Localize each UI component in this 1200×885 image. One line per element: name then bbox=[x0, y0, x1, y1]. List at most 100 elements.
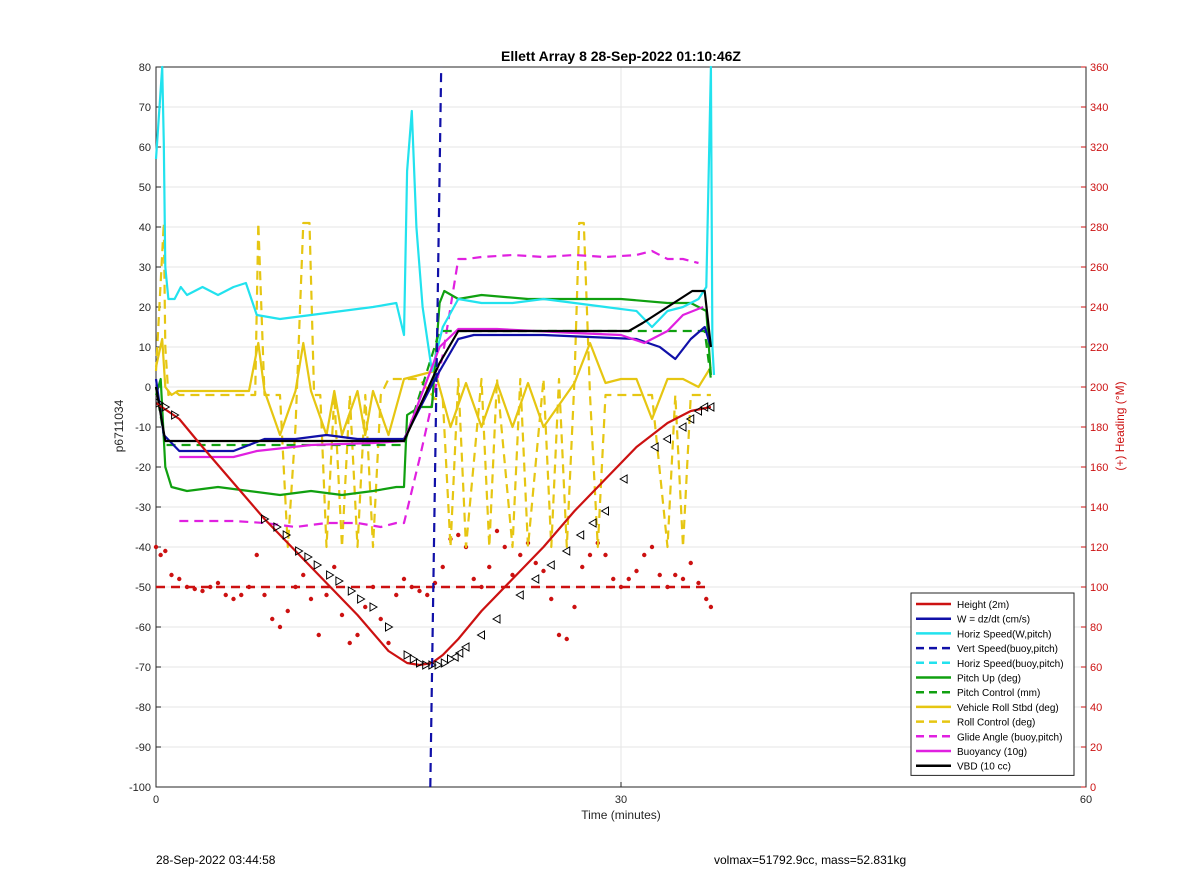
heading-point bbox=[533, 560, 538, 566]
dive-marker bbox=[575, 530, 585, 540]
heading-point bbox=[394, 592, 399, 598]
legend-label: Vert Speed(buoy,pitch) bbox=[957, 644, 1058, 655]
heading-point bbox=[215, 580, 221, 586]
y2-tick-label: 220 bbox=[1090, 342, 1108, 354]
dive-marker bbox=[619, 474, 628, 484]
y-tick-label: -50 bbox=[135, 582, 151, 594]
heading-point bbox=[649, 544, 655, 550]
heading-point bbox=[680, 576, 686, 582]
series-line bbox=[154, 289, 712, 443]
heading-point bbox=[471, 576, 476, 582]
dive-marker bbox=[357, 594, 366, 604]
heading-point bbox=[339, 612, 345, 618]
heading-point bbox=[409, 584, 414, 590]
heading-point bbox=[332, 564, 337, 570]
heading-point bbox=[386, 640, 391, 646]
heading-point bbox=[370, 584, 376, 590]
dive-marker bbox=[561, 546, 571, 556]
series-line bbox=[179, 249, 699, 529]
heading-point bbox=[378, 616, 383, 622]
series-line bbox=[154, 289, 712, 497]
y-tick-label: 20 bbox=[139, 302, 151, 314]
legend-label: Glide Angle (buoy,pitch) bbox=[957, 732, 1062, 743]
heading-point bbox=[708, 604, 714, 610]
y2-tick-label: 200 bbox=[1090, 382, 1108, 394]
heading-point bbox=[688, 560, 693, 566]
dive-marker bbox=[155, 398, 165, 408]
dive-marker bbox=[416, 658, 425, 668]
heading-point bbox=[603, 552, 608, 558]
x-axis-label: Time (minutes) bbox=[581, 808, 661, 822]
series-line bbox=[155, 402, 712, 667]
y2-tick-label: 80 bbox=[1090, 622, 1102, 634]
heading-point bbox=[363, 604, 368, 610]
dive-marker bbox=[295, 546, 304, 556]
y-tick-label: -10 bbox=[135, 422, 151, 434]
heading-point bbox=[626, 576, 631, 582]
heading-point bbox=[487, 564, 492, 570]
heading-point bbox=[246, 584, 252, 590]
dive-marker bbox=[515, 590, 524, 600]
x-tick-label: 0 bbox=[153, 794, 159, 806]
y-tick-label: 80 bbox=[139, 62, 151, 74]
y-tick-label: -90 bbox=[135, 742, 151, 754]
heading-point bbox=[254, 552, 259, 558]
x-tick-label: 60 bbox=[1080, 794, 1092, 806]
heading-point bbox=[158, 552, 163, 558]
heading-point bbox=[572, 604, 577, 610]
x-axis: 0 30 60 bbox=[153, 782, 1092, 806]
dive-marker bbox=[685, 414, 695, 424]
legend-label: W = dz/dt (cm/s) bbox=[957, 615, 1030, 626]
heading-point bbox=[163, 548, 168, 554]
dive-marker bbox=[705, 402, 715, 412]
footer-vehicle-params: volmax=51792.9cc, mass=52.831kg bbox=[714, 853, 907, 867]
heading-point bbox=[200, 588, 205, 594]
heading-point bbox=[696, 580, 701, 586]
y-tick-label: 70 bbox=[139, 102, 151, 114]
dive-marker bbox=[677, 422, 687, 432]
y2-tick-label: 160 bbox=[1090, 462, 1108, 474]
legend-box bbox=[910, 592, 1075, 776]
heading-point bbox=[704, 596, 709, 602]
dive-marker bbox=[434, 660, 444, 670]
y-tick-label: -30 bbox=[135, 502, 151, 514]
dive-marker bbox=[530, 574, 540, 584]
y2-tick-label: 20 bbox=[1090, 742, 1102, 754]
heading-point bbox=[587, 552, 593, 558]
dive-marker bbox=[385, 622, 394, 632]
y2-tick-label: 0 bbox=[1090, 782, 1096, 794]
series-line bbox=[154, 221, 711, 549]
dive-marker bbox=[326, 570, 335, 580]
heading-point bbox=[308, 596, 314, 602]
dive-marker bbox=[282, 530, 292, 540]
heading-point bbox=[479, 584, 484, 590]
heading-point bbox=[231, 596, 236, 602]
heading-point bbox=[618, 584, 624, 590]
heading-point bbox=[634, 568, 639, 574]
heading-point bbox=[417, 588, 422, 594]
heading-point bbox=[611, 576, 616, 582]
dive-marker bbox=[546, 560, 555, 570]
y2-tick-label: 340 bbox=[1090, 102, 1108, 114]
series-line bbox=[154, 329, 712, 447]
heading-point bbox=[401, 576, 407, 582]
heading-point bbox=[285, 608, 290, 614]
dive-marker bbox=[273, 522, 282, 532]
heading-point bbox=[239, 592, 244, 598]
right-y-axis: 0 20 40 60 80 100 120 140 160 180 200 220 240 260 280 3… bbox=[1081, 62, 1108, 794]
dive-marker bbox=[454, 648, 464, 658]
dive-marker bbox=[662, 434, 671, 444]
dive-marker bbox=[347, 586, 357, 596]
heading-point bbox=[355, 632, 360, 638]
right-y-axis-label: (+) Heading (°M) bbox=[1113, 381, 1127, 470]
dive-marker bbox=[313, 560, 323, 570]
dive-markers bbox=[155, 398, 715, 670]
dive-marker bbox=[460, 642, 470, 652]
heading-point bbox=[456, 532, 461, 538]
heading-point bbox=[324, 592, 329, 598]
heading-point bbox=[169, 572, 174, 578]
y2-tick-label: 320 bbox=[1090, 142, 1108, 154]
y2-tick-label: 180 bbox=[1090, 422, 1108, 434]
left-y-axis: -100-90-80-70-60-50-40-30-20-10010203040… bbox=[129, 62, 161, 794]
